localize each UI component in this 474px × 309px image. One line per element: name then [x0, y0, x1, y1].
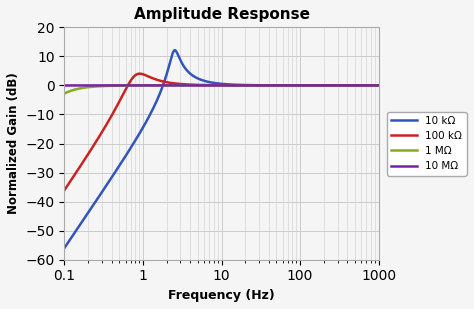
1 MΩ	[196, 83, 201, 87]
10 kΩ	[376, 83, 382, 87]
10 MΩ	[116, 83, 122, 87]
100 kΩ	[182, 83, 188, 86]
100 kΩ	[196, 83, 201, 87]
10 kΩ	[336, 83, 342, 87]
100 kΩ	[370, 83, 375, 87]
100 kΩ	[376, 83, 382, 87]
Title: Amplitude Response: Amplitude Response	[134, 7, 310, 22]
100 kΩ	[336, 83, 342, 87]
10 kΩ	[62, 246, 67, 250]
X-axis label: Frequency (Hz): Frequency (Hz)	[168, 289, 275, 302]
10 MΩ	[62, 84, 67, 87]
10 kΩ	[172, 48, 178, 52]
100 kΩ	[98, 133, 103, 137]
1 MΩ	[62, 92, 67, 95]
10 kΩ	[370, 83, 375, 87]
1 MΩ	[98, 84, 103, 88]
10 MΩ	[182, 83, 188, 87]
Legend: 10 kΩ, 100 kΩ, 1 MΩ, 10 MΩ: 10 kΩ, 100 kΩ, 1 MΩ, 10 MΩ	[387, 112, 466, 176]
10 MΩ	[196, 83, 201, 87]
10 MΩ	[98, 83, 103, 87]
1 MΩ	[182, 83, 188, 87]
1 MΩ	[116, 84, 122, 87]
Line: 10 kΩ: 10 kΩ	[64, 50, 379, 248]
1 MΩ	[376, 83, 382, 87]
Y-axis label: Normalized Gain (dB): Normalized Gain (dB)	[7, 73, 20, 214]
1 MΩ	[336, 83, 341, 87]
10 MΩ	[376, 83, 382, 87]
10 kΩ	[98, 193, 103, 197]
100 kΩ	[62, 188, 67, 192]
10 kΩ	[182, 66, 188, 70]
100 kΩ	[116, 100, 122, 104]
10 kΩ	[116, 164, 122, 168]
100 kΩ	[137, 72, 143, 75]
10 MΩ	[370, 83, 375, 87]
Line: 1 MΩ: 1 MΩ	[64, 85, 379, 94]
10 kΩ	[196, 77, 201, 81]
1 MΩ	[370, 83, 375, 87]
10 MΩ	[336, 83, 341, 87]
Line: 100 kΩ: 100 kΩ	[64, 74, 379, 190]
